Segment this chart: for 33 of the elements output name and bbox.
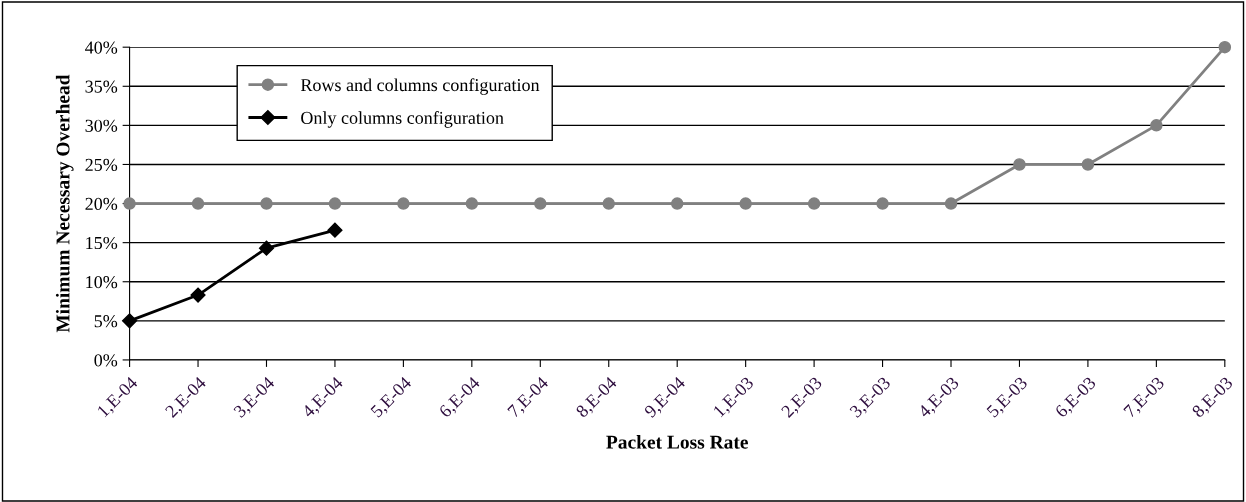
y-axis-title: Minimum Necessary Overhead: [55, 74, 74, 333]
point: [1150, 119, 1163, 132]
y-tick-label: 15%: [86, 236, 118, 250]
point: [534, 197, 547, 210]
point: [739, 197, 752, 210]
point: [807, 197, 821, 210]
point: [122, 313, 138, 329]
point: [328, 197, 342, 210]
y-tick-label: 25%: [85, 158, 118, 171]
point: [327, 222, 343, 238]
point: [1218, 40, 1232, 54]
point: [876, 197, 889, 210]
point: [670, 197, 684, 210]
y-tick-label: 0%: [94, 354, 118, 367]
y-tick-label: 20%: [85, 197, 118, 211]
point: [397, 197, 410, 210]
point: [1013, 158, 1026, 171]
y-tick-label: 10%: [86, 276, 118, 289]
y-tick-label: 35%: [85, 80, 118, 93]
point: [1081, 158, 1095, 171]
point: [191, 197, 205, 210]
legend-label: Only columns configuration: [301, 111, 504, 128]
y-tick-label: 40%: [85, 41, 118, 54]
point: [260, 197, 273, 210]
x-axis-title: Packet Loss Rate: [606, 435, 748, 449]
point: [190, 287, 206, 303]
y-tick-label: 5%: [94, 315, 118, 328]
y-tick-label: 30%: [85, 119, 118, 132]
point: [602, 197, 615, 210]
point: [944, 197, 958, 210]
legend-label: Rows and columns configuration: [300, 78, 540, 95]
point: [258, 240, 275, 256]
point: [465, 197, 479, 210]
